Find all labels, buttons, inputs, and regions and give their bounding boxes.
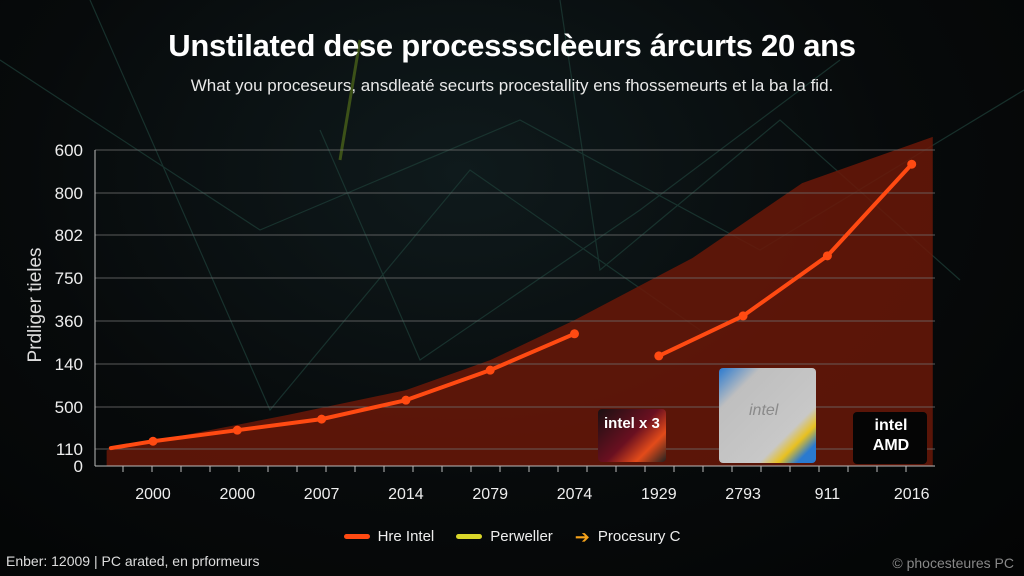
legend-item: ➔ Procesury C — [574, 526, 681, 547]
y-tick-label: 800 — [55, 184, 83, 203]
intel-amd-logo: intel AMD — [853, 412, 927, 464]
y-tick-label: 500 — [55, 398, 83, 417]
x-tick-label: 2000 — [135, 486, 171, 503]
x-tick-label: 911 — [815, 486, 841, 503]
legend-item: Hre Intel — [343, 528, 435, 545]
legend-swatch-red — [343, 534, 370, 539]
data-point — [485, 365, 495, 375]
data-point — [317, 414, 327, 424]
legend-arrow-icon: ➔ — [574, 526, 590, 547]
data-point — [570, 329, 579, 339]
y-tick-label: 0 — [74, 457, 83, 476]
data-point — [232, 425, 242, 435]
x-tick-label: 2079 — [472, 486, 508, 503]
legend-label: Procesury C — [597, 528, 681, 545]
legend-label: Perweller — [490, 528, 553, 545]
y-tick-label: 802 — [55, 226, 83, 245]
logo-text: intel x 3 — [604, 415, 660, 432]
logo-text: intel AMD — [872, 417, 910, 454]
y-tick-label: 140 — [55, 355, 83, 374]
x-tick-label: 2014 — [388, 486, 424, 503]
footer-credit: © phocesteures PC — [892, 555, 1014, 571]
data-point — [907, 159, 917, 169]
intel-logo-1: intel x 3 — [598, 409, 666, 462]
data-point — [738, 311, 748, 321]
y-tick-label: 360 — [55, 312, 83, 331]
logo-text: intel — [749, 402, 779, 419]
legend-item: Perweller — [456, 528, 553, 545]
y-tick-label: 110 — [56, 440, 83, 459]
line-series — [656, 162, 914, 358]
data-point — [401, 395, 411, 405]
x-tick-label: 2793 — [725, 486, 761, 503]
x-tick-label: 2016 — [894, 486, 930, 503]
intel-logo-2: intel — [719, 368, 816, 463]
chart-subtitle: What you proceseurs, ansdleaté securts p… — [190, 76, 834, 95]
chart-title: Unstilated dese processsclèeurs árcurts … — [168, 28, 856, 63]
y-axis-label: Prdliger tieles — [25, 247, 46, 363]
x-tick-label: 1929 — [641, 486, 677, 503]
y-tick-label: 600 — [55, 141, 83, 160]
x-tick-label: 2000 — [220, 486, 256, 503]
x-tick-label: 2074 — [557, 486, 593, 503]
legend-label: Hre Intel — [377, 528, 435, 545]
data-point — [148, 436, 158, 446]
x-tick-label: 2007 — [304, 486, 340, 503]
legend: Hre Intel Perweller ➔ Procesury C — [0, 526, 1024, 547]
footer-source: Enber: 12009 | PC arated, en prformeurs — [6, 553, 260, 569]
data-point — [822, 251, 832, 261]
data-point — [654, 351, 664, 361]
legend-swatch-yellow — [456, 534, 483, 539]
y-tick-label: 750 — [55, 269, 83, 288]
